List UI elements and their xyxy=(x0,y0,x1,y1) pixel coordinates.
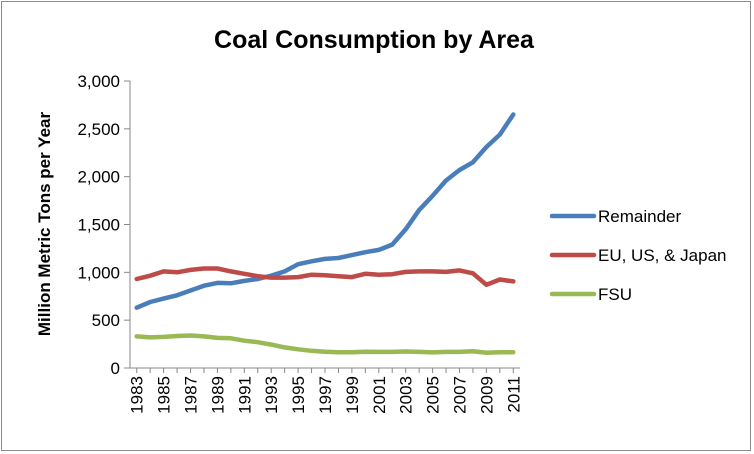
legend: Remainder EU, US, & Japan FSU xyxy=(549,207,727,304)
x-tick-label: 2001 xyxy=(370,376,389,414)
x-tick-label: 2007 xyxy=(450,376,469,414)
x-tick-label: 2011 xyxy=(504,376,523,413)
x-tick-label: 2005 xyxy=(424,376,443,414)
series-line-fsu xyxy=(134,333,516,355)
axes: 0 500 1,000 1,500 2,000 2,500 3,000 1983 1985 198… xyxy=(77,72,523,414)
x-tick-label: 1987 xyxy=(182,376,201,414)
y-tick-label: 2,500 xyxy=(77,120,120,139)
y-tick-label: 1,000 xyxy=(77,263,120,282)
series-lines xyxy=(134,112,516,355)
x-tick-label: 1983 xyxy=(128,376,147,414)
legend-label-fsu: FSU xyxy=(598,285,632,304)
y-tick-label: 3,000 xyxy=(77,72,120,91)
y-axis-label: Million Metric Tons per Year xyxy=(35,112,54,337)
legend-label-remainder: Remainder xyxy=(598,207,681,226)
y-tick-label: 2,000 xyxy=(77,168,120,187)
x-tick-label: 1999 xyxy=(343,376,362,414)
series-line-eu-us-japan xyxy=(134,266,516,288)
x-tick-label: 2009 xyxy=(477,376,496,414)
legend-label-eu-us-japan: EU, US, & Japan xyxy=(598,246,727,265)
x-tick-label: 1993 xyxy=(262,376,281,414)
x-tick-label: 1995 xyxy=(289,376,308,414)
chart-title: Coal Consumption by Area xyxy=(214,26,535,54)
x-tick-label: 1985 xyxy=(155,376,174,414)
series-line-remainder xyxy=(134,112,516,310)
y-tick-label: 0 xyxy=(111,359,120,378)
x-tick-label: 1989 xyxy=(208,376,227,414)
x-tick-label: 1997 xyxy=(316,376,335,414)
y-tick-label: 500 xyxy=(92,311,120,330)
x-tick-label: 2003 xyxy=(397,376,416,414)
y-tick-label: 1,500 xyxy=(77,216,120,235)
x-tick-label: 1991 xyxy=(235,376,254,414)
